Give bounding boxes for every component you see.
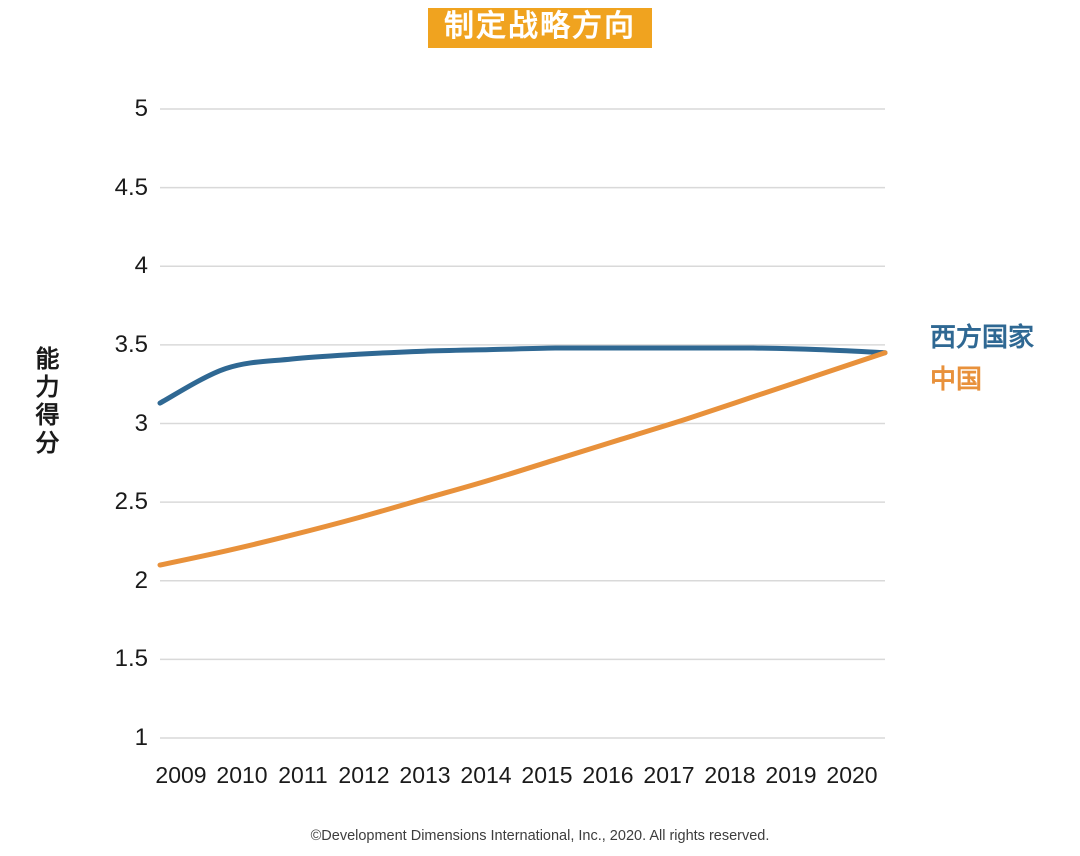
y-tick-label: 2.5 — [114, 488, 148, 516]
x-tick-label: 2011 — [278, 762, 328, 788]
x-tick-label: 2014 — [460, 762, 512, 788]
y-tick-label: 1 — [134, 724, 148, 751]
legend: 西方国家 中国 — [930, 322, 1034, 406]
x-tick-label: 2018 — [704, 762, 756, 788]
y-tick-label: 3 — [134, 409, 148, 437]
legend-item-china: 中国 — [930, 364, 983, 394]
y-tick-label: 4 — [134, 252, 148, 280]
y-axis-title: 能力得分 — [31, 346, 58, 458]
x-tick-label: 2010 — [216, 762, 268, 788]
y-tick-label: 4.5 — [114, 173, 148, 201]
x-tick-label: 2017 — [643, 762, 695, 788]
series-line-china — [157, 350, 888, 568]
x-tick-label: 2013 — [399, 762, 451, 788]
series-line-western-countries — [157, 345, 888, 406]
copyright-text: ©Development Dimensions International, I… — [310, 828, 770, 844]
x-tick-label: 2019 — [765, 762, 817, 788]
x-tick-label: 2009 — [155, 762, 207, 788]
y-tick-label: 5 — [134, 95, 148, 122]
y-tick-label: 2 — [134, 566, 148, 594]
chart-title: 制定战略方向 — [428, 8, 652, 48]
legend-item-western-countries: 西方国家 — [930, 322, 1035, 352]
x-tick-label: 2016 — [582, 762, 634, 788]
x-tick-label: 2020 — [826, 762, 878, 788]
y-tick-label: 1.5 — [114, 645, 148, 673]
x-tick-label: 2015 — [521, 762, 573, 788]
title-row: 制定战略方向 — [0, 8, 1080, 48]
x-tick-label: 2012 — [338, 762, 390, 788]
y-tick-label: 3.5 — [114, 330, 148, 358]
